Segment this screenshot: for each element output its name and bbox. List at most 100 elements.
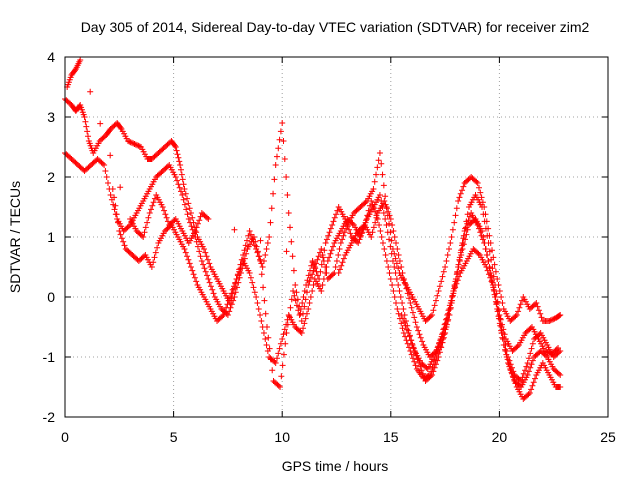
data-point [181,186,188,192]
data-point [230,283,237,290]
data-point [148,206,155,213]
data-point [183,206,190,213]
data-point [272,360,279,366]
data-point [295,307,302,314]
data-point [265,334,272,341]
data-point [288,296,295,303]
data-point [374,216,381,222]
data-point [280,331,287,338]
data-point [496,288,503,294]
data-point [475,184,482,191]
data-point [258,271,265,278]
data-point [314,272,321,279]
data-point [117,231,124,238]
x-tick-label: 25 [600,429,616,445]
data-point [433,346,440,353]
data-point [366,202,373,209]
data-point [193,278,200,285]
data-point [174,151,181,158]
data-point [103,174,110,180]
data-point [141,229,148,236]
data-point [135,142,142,149]
data-point [461,228,468,234]
data-point [243,250,250,257]
data-point [204,272,211,279]
data-point [556,312,563,319]
data-point [254,300,261,306]
data-point [327,250,334,257]
data-point [489,282,496,288]
series-track-a [62,96,564,324]
data-point [479,204,486,210]
data-point [177,162,184,168]
data-point [408,351,415,358]
data-point [323,236,330,243]
y-tick-label: 2 [47,169,55,185]
data-point [486,248,493,255]
data-point [494,276,501,282]
data-point [223,304,230,311]
data-point [112,202,119,209]
data-point [446,246,453,252]
data-point [403,326,410,333]
data-point [497,316,504,323]
data-point [141,253,148,260]
data-point [206,279,213,286]
data-point [396,258,403,264]
data-point [111,194,118,201]
data-point [184,195,191,202]
data-point [534,303,541,310]
data-point [439,273,446,280]
x-tick-label: 20 [492,429,508,445]
data-point [372,219,379,226]
data-point [181,246,188,252]
data-point [355,240,362,246]
data-point [445,307,452,314]
data-point [290,267,297,274]
data-point [249,279,256,286]
data-point [529,340,536,347]
data-point [273,153,280,160]
data-point [516,304,523,311]
data-point [436,283,443,290]
data-point [454,277,461,284]
data-point [194,243,201,250]
data-point [97,120,104,127]
data-point [180,181,187,188]
data-point [484,267,491,274]
data-point [460,241,467,248]
data-point [382,201,389,208]
data-point [370,186,377,192]
data-point [503,354,510,360]
data-point [473,178,480,185]
data-point [395,282,402,288]
data-point [292,297,299,304]
data-point [488,256,495,263]
data-point [151,254,158,261]
data-point [264,348,271,354]
data-point [548,316,555,323]
data-point [533,300,540,306]
data-point [228,290,235,297]
data-point [172,174,179,180]
data-point [189,267,196,274]
data-point [128,139,135,146]
data-point [484,252,491,258]
data-point [256,253,263,260]
data-point [442,316,449,323]
data-point [283,248,290,255]
data-point [475,250,482,257]
data-point [186,205,193,212]
data-point [196,248,203,255]
data-point [260,284,267,291]
data-point [452,212,459,219]
data-point [300,294,307,300]
data-point [517,301,524,308]
data-point [326,254,333,261]
data-point [409,309,416,316]
data-point [406,333,413,340]
data-point [187,219,194,226]
data-point [395,310,402,317]
data-point [136,143,143,150]
data-point [482,225,489,232]
